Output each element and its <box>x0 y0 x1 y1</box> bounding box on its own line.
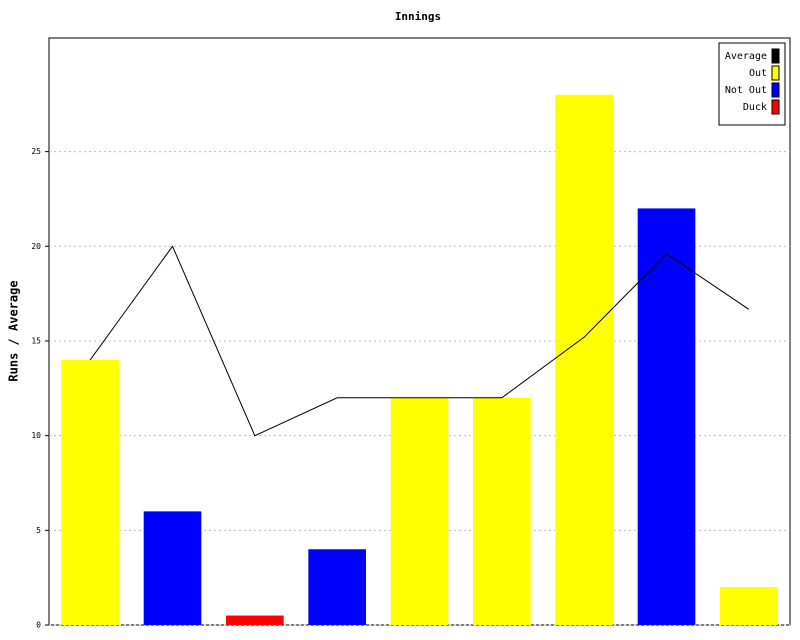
legend-swatch <box>771 99 780 115</box>
bar <box>143 511 202 625</box>
y-tick-label: 0 <box>36 621 41 630</box>
legend-swatch <box>771 65 780 81</box>
bar <box>637 208 696 625</box>
average-line <box>89 245 750 437</box>
bar <box>226 615 284 625</box>
bar <box>61 359 119 625</box>
y-tick-label: 25 <box>31 147 41 156</box>
chart-title: Innings <box>395 10 441 23</box>
y-tick-label: 5 <box>36 526 41 535</box>
legend-swatch <box>771 48 780 64</box>
legend-label: Duck <box>743 102 767 113</box>
bar <box>720 587 778 625</box>
y-tick-label: 15 <box>31 336 41 345</box>
bar <box>308 549 366 625</box>
legend-label: Out <box>749 68 767 79</box>
legend-label: Not Out <box>725 85 767 96</box>
legend-label: Average <box>725 51 767 62</box>
bar <box>555 94 613 625</box>
bar <box>390 397 449 625</box>
legend-swatch <box>771 82 780 98</box>
y-axis-label: Runs / Average <box>7 280 21 381</box>
y-tick-label: 20 <box>31 242 41 251</box>
bar <box>473 397 531 625</box>
y-tick-label: 10 <box>31 431 41 440</box>
